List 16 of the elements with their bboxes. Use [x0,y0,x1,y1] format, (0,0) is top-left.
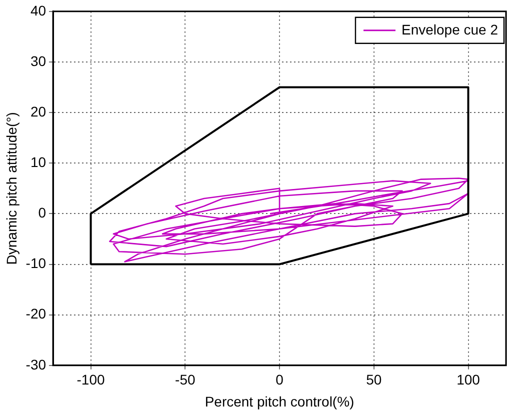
x-tick-label: 50 [366,372,382,388]
x-tick-label: 0 [276,372,284,388]
y-axis-title: Dynamic pitch attitude(°) [3,112,20,265]
x-tick-label: -100 [76,372,105,388]
y-tick-label: -10 [26,255,46,272]
y-tick-label: -20 [26,306,46,322]
y-tick-label: -30 [26,356,46,372]
x-tick-label: 100 [456,372,480,388]
legend-label: Envelope cue 2 [401,21,498,38]
y-tick-label: 20 [30,103,46,120]
x-tick-label: -50 [175,372,196,388]
y-tick-label: 10 [30,154,46,170]
y-tick-label: 30 [30,52,46,69]
y-tick-label: 40 [30,2,46,18]
y-tick-label: 0 [38,204,46,221]
x-axis-title: Percent pitch control(%) [204,393,354,410]
